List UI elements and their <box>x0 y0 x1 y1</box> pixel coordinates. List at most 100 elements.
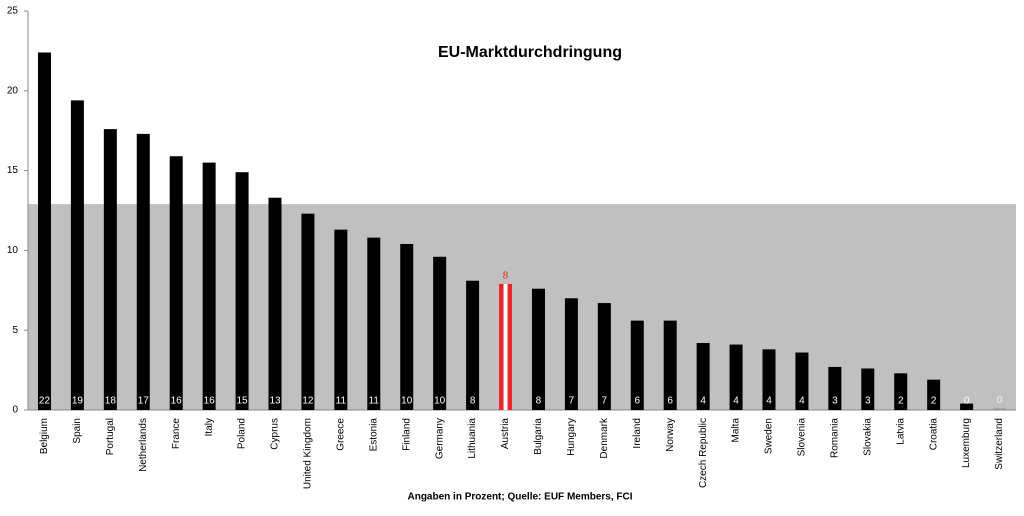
x-tick-label: Lithuania <box>467 418 478 459</box>
value-label: 3 <box>865 396 871 407</box>
y-tick-label: 10 <box>7 245 19 256</box>
x-tick-label: Portugal <box>105 418 116 455</box>
value-label: 17 <box>138 396 150 407</box>
bar <box>597 303 611 410</box>
x-axis-label: Angaben in Prozent; Quelle: EUF Members,… <box>407 492 632 503</box>
bar <box>169 156 183 410</box>
value-label: 3 <box>832 396 838 407</box>
x-tick-label: Slovenia <box>797 418 808 457</box>
x-tick-label: Denmark <box>599 417 610 459</box>
x-tick-label: Cyprus <box>270 418 281 450</box>
value-label: 10 <box>401 396 413 407</box>
value-label: 2 <box>898 396 904 407</box>
x-tick-label: Bulgaria <box>533 418 544 455</box>
bar <box>960 403 974 410</box>
x-tick-label: France <box>171 418 182 450</box>
bar <box>630 320 644 410</box>
bar <box>795 352 809 410</box>
value-label: 4 <box>799 396 805 407</box>
x-tick-label: Austria <box>500 418 511 450</box>
value-label: 13 <box>269 396 281 407</box>
y-tick-label: 25 <box>7 6 19 17</box>
value-label: 11 <box>336 396 347 407</box>
y-tick-label: 20 <box>7 85 19 96</box>
value-label: 16 <box>171 396 183 407</box>
bar <box>828 366 842 410</box>
value-label: 6 <box>634 396 640 407</box>
x-tick-label: Poland <box>237 418 248 449</box>
chart-title: EU-Marktdurchdringung <box>438 44 622 61</box>
value-label: 12 <box>302 396 314 407</box>
x-tick-label: Malta <box>731 418 742 443</box>
x-tick-label: Croatia <box>928 418 939 451</box>
bar <box>531 288 545 410</box>
x-tick-label: Norway <box>665 418 676 452</box>
value-label: 19 <box>72 396 84 407</box>
value-label: 8 <box>536 396 542 407</box>
bar <box>37 52 51 410</box>
bar <box>433 256 447 410</box>
x-tick-label: Finland <box>401 418 412 451</box>
value-label: 4 <box>766 396 772 407</box>
bar <box>696 342 710 410</box>
bar <box>762 349 776 410</box>
value-label: 18 <box>105 396 117 407</box>
bar <box>894 373 908 410</box>
value-label: 4 <box>700 396 706 407</box>
value-label: 6 <box>667 396 673 407</box>
bar <box>861 368 875 410</box>
bar <box>993 408 1007 410</box>
x-tick-label: Italy <box>204 418 215 436</box>
bar <box>466 280 480 410</box>
x-tick-label: Slovakia <box>862 418 873 456</box>
bar <box>334 229 348 410</box>
value-label: 22 <box>39 396 51 407</box>
y-tick-label: 15 <box>7 165 19 176</box>
x-tick-label: Latvia <box>895 418 906 445</box>
x-tick-label: Romania <box>830 418 841 458</box>
value-label: 2 <box>931 396 937 407</box>
value-label: 7 <box>569 396 575 407</box>
x-tick-label: Belgium <box>39 418 50 454</box>
x-tick-label: Sweden <box>764 418 775 454</box>
x-tick-label: Ireland <box>632 418 643 449</box>
bar <box>268 197 282 410</box>
value-label: 16 <box>204 396 216 407</box>
value-label: 10 <box>434 396 446 407</box>
bar <box>202 162 216 410</box>
x-tick-label: Luxemburg <box>961 418 972 468</box>
value-label: 8 <box>470 396 476 407</box>
x-tick-label: Switzerland <box>994 418 1005 470</box>
x-tick-label: United Kingdom <box>303 418 314 489</box>
value-label: 4 <box>733 396 739 407</box>
bar <box>564 298 578 410</box>
x-tick-label: Spain <box>72 418 83 444</box>
bar-stripe <box>503 283 508 410</box>
bar <box>70 100 84 410</box>
bar <box>235 172 249 410</box>
y-tick-label: 5 <box>12 325 18 336</box>
value-label: 7 <box>602 396 608 407</box>
reference-band <box>28 204 1016 410</box>
bar <box>400 244 414 410</box>
bar <box>367 237 381 410</box>
x-tick-label: Estonia <box>368 418 379 452</box>
value-label: 11 <box>369 396 380 407</box>
x-tick-label: Germany <box>434 418 445 459</box>
x-tick-label: Netherlands <box>138 418 149 472</box>
value-label: 0 <box>964 396 970 407</box>
bar <box>136 133 150 410</box>
y-tick-label: 0 <box>12 405 18 416</box>
bar <box>927 379 941 410</box>
bar <box>663 320 677 410</box>
x-tick-label: Czech Republic <box>698 418 709 488</box>
bar <box>729 344 743 410</box>
value-label: 8 <box>503 271 509 282</box>
x-tick-label: Greece <box>336 418 347 451</box>
x-tick-label: Hungary <box>566 418 577 456</box>
value-label: 0 <box>997 395 1003 406</box>
bar <box>103 129 117 410</box>
value-label: 15 <box>237 396 249 407</box>
